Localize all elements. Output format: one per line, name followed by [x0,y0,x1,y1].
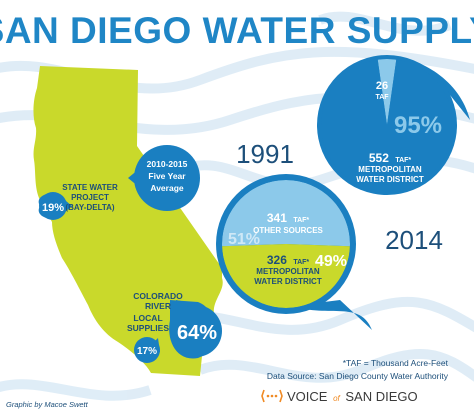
pie1991-major-number: 552 [369,151,389,165]
pie1991-major-label-2: WATER DISTRICT [356,175,424,184]
average-line2: Five Year [148,171,186,181]
pie2014-other-label: OTHER SOURCES [253,226,323,235]
average-line3: Average [150,183,184,193]
pie2014-other-value: 341 TAF* [267,209,310,226]
colorado-river-callout: 64% COLORADO RIVER [133,291,222,359]
pie2014-slice-1 [222,244,350,308]
pie2014-other-number: 341 [267,211,287,225]
state-water-label-3: (BAY-DELTA) [65,203,115,212]
pie1991-minor-unit: TAF [375,94,389,101]
voice-of-san-diego-logo-icon [261,389,283,403]
average-line1: 2010-2015 [147,159,188,169]
state-water-label-1: STATE WATER [62,183,118,192]
pie1991-major-value: 552 TAF* [369,149,412,166]
pie2014-other-unit: TAF* [293,217,309,224]
pie-1991: 1991 26 TAF 95% 552 TAF* METROPOLITAN WA… [236,55,470,195]
colorado-river-label-1: COLORADO [133,291,183,301]
state-water-label-2: PROJECT [71,193,109,202]
pie2014-slice-0 [222,180,350,247]
pie2014-metro-value: 326 TAF* [267,251,310,268]
pie1991-slice-1 [377,59,397,126]
page-title: SAN DIEGO WATER SUPPLY [0,10,474,51]
pie2014-other-percent: 51% [228,231,260,248]
pie1991-minor-value: 26 [376,80,388,92]
brand-wordmark: VOICE of SAN DIEGO [287,389,418,404]
graphic-credit: Graphic by Macoe Swett [6,400,89,409]
brand-logo: VOICE of SAN DIEGO [261,389,418,404]
pie2014-metro-unit: TAF* [293,259,309,266]
state-water-project-callout: 19% STATE WATER PROJECT (BAY-DELTA) [38,183,118,220]
pie2014-metro-number: 326 [267,253,287,267]
pie1991-major-label-1: METROPOLITAN [358,165,422,174]
year-1991-label: 1991 [236,139,294,169]
year-2014-label: 2014 [385,225,443,255]
brand-of: of [333,394,340,403]
pie1991-major-percent: 95% [394,112,442,139]
pie2014-metro-label-2: WATER DISTRICT [254,277,322,286]
colorado-river-label-2: RIVER [145,301,171,311]
local-supplies-label-1: LOCAL [133,313,162,323]
pie2014-metro-label-1: METROPOLITAN [256,267,320,276]
pie2014-metro-percent: 49% [315,253,347,270]
local-supplies-percent: 17% [137,346,157,357]
brand-san-diego: SAN DIEGO [345,389,417,404]
california-map [33,66,223,376]
footnote: *TAF = Thousand Acre-Feet [343,358,449,368]
local-supplies-callout: 17% LOCAL SUPPLIES [127,313,169,363]
colorado-river-percent: 64% [177,322,217,344]
state-water-percent: 19% [42,202,64,214]
local-supplies-label-2: SUPPLIES [127,323,169,333]
pie1991-major-unit: TAF* [395,157,411,164]
pie-2014: 2014 341 TAF* OTHER SOURCES 51% 326 TAF*… [216,174,443,330]
average-bubble: 2010-2015 Five Year Average [128,145,200,211]
pie1991-slice-0 [321,59,453,191]
brand-voice: VOICE [287,389,328,404]
data-source: Data Source: San Diego County Water Auth… [267,371,449,381]
